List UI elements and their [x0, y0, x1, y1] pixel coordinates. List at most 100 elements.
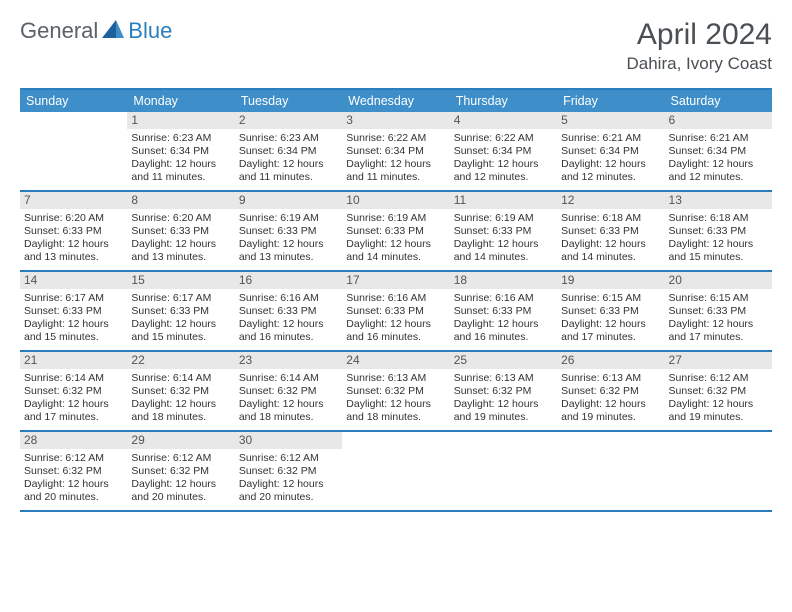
- day-sun-info: Sunrise: 6:22 AM Sunset: 6:34 PM Dayligh…: [454, 132, 553, 185]
- day-number: 19: [557, 272, 664, 289]
- day-cell: 27 Sunrise: 6:12 AM Sunset: 6:32 PM Dayli…: [665, 352, 772, 430]
- day-cell: 5 Sunrise: 6:21 AM Sunset: 6:34 PM Daylig…: [557, 112, 664, 190]
- day-sun-info: Sunrise: 6:20 AM Sunset: 6:33 PM Dayligh…: [24, 212, 123, 265]
- weekday-header: Saturday: [665, 90, 772, 112]
- day-number: 5: [557, 112, 664, 129]
- day-sun-info: Sunrise: 6:18 AM Sunset: 6:33 PM Dayligh…: [561, 212, 660, 265]
- day-sun-info: Sunrise: 6:22 AM Sunset: 6:34 PM Dayligh…: [346, 132, 445, 185]
- day-number: 27: [665, 352, 772, 369]
- day-sun-info: Sunrise: 6:14 AM Sunset: 6:32 PM Dayligh…: [131, 372, 230, 425]
- day-sun-info: Sunrise: 6:12 AM Sunset: 6:32 PM Dayligh…: [239, 452, 338, 505]
- day-cell: 15 Sunrise: 6:17 AM Sunset: 6:33 PM Dayli…: [127, 272, 234, 350]
- weekday-header: Monday: [127, 90, 234, 112]
- day-cell: 17Sunrise: 6:16 AM Sunset: 6:33 PM Dayli…: [342, 272, 449, 350]
- weekday-header: Thursday: [450, 90, 557, 112]
- day-cell: 3 Sunrise: 6:22 AM Sunset: 6:34 PM Daylig…: [342, 112, 449, 190]
- day-number: 24: [342, 352, 449, 369]
- day-cell: [450, 432, 557, 510]
- day-number: 12: [557, 192, 664, 209]
- day-number: 8: [127, 192, 234, 209]
- day-sun-info: Sunrise: 6:17 AM Sunset: 6:33 PM Dayligh…: [131, 292, 230, 345]
- day-cell: 23 Sunrise: 6:14 AM Sunset: 6:32 PM Dayli…: [235, 352, 342, 430]
- day-sun-info: Sunrise: 6:18 AM Sunset: 6:33 PM Dayligh…: [669, 212, 768, 265]
- logo-text-blue: Blue: [128, 18, 172, 44]
- day-sun-info: Sunrise: 6:13 AM Sunset: 6:32 PM Dayligh…: [561, 372, 660, 425]
- day-cell: 25 Sunrise: 6:13 AM Sunset: 6:32 PM Dayli…: [450, 352, 557, 430]
- day-number: 17: [342, 272, 449, 289]
- day-cell: 16 Sunrise: 6:16 AM Sunset: 6:33 PM Dayli…: [235, 272, 342, 350]
- day-cell: 2 Sunrise: 6:23 AM Sunset: 6:34 PM Daylig…: [235, 112, 342, 190]
- day-sun-info: Sunrise: 6:13 AM Sunset: 6:32 PM Dayligh…: [454, 372, 553, 425]
- title-block: April 2024 Dahira, Ivory Coast: [627, 18, 773, 74]
- header: General Blue April 2024 Dahira, Ivory Co…: [20, 18, 772, 74]
- weekday-header-row: SundayMondayTuesdayWednesdayThursdayFrid…: [20, 90, 772, 112]
- logo: General Blue: [20, 18, 172, 44]
- day-number: 25: [450, 352, 557, 369]
- day-number: 22: [127, 352, 234, 369]
- day-sun-info: Sunrise: 6:19 AM Sunset: 6:33 PM Dayligh…: [239, 212, 338, 265]
- day-sun-info: Sunrise: 6:19 AM Sunset: 6:33 PM Dayligh…: [454, 212, 553, 265]
- day-number: 26: [557, 352, 664, 369]
- day-number: 2: [235, 112, 342, 129]
- day-sun-info: Sunrise: 6:14 AM Sunset: 6:32 PM Dayligh…: [239, 372, 338, 425]
- month-title: April 2024: [627, 18, 773, 52]
- day-sun-info: Sunrise: 6:20 AM Sunset: 6:33 PM Dayligh…: [131, 212, 230, 265]
- day-cell: 28 Sunrise: 6:12 AM Sunset: 6:32 PM Dayli…: [20, 432, 127, 510]
- day-cell: 4 Sunrise: 6:22 AM Sunset: 6:34 PM Daylig…: [450, 112, 557, 190]
- day-cell: 14Sunrise: 6:17 AM Sunset: 6:33 PM Dayli…: [20, 272, 127, 350]
- day-sun-info: Sunrise: 6:12 AM Sunset: 6:32 PM Dayligh…: [24, 452, 123, 505]
- day-number: 15: [127, 272, 234, 289]
- day-cell: [557, 432, 664, 510]
- day-cell: 24 Sunrise: 6:13 AM Sunset: 6:32 PM Dayli…: [342, 352, 449, 430]
- week-row: 28Sunrise: 6:12 AM Sunset: 6:32 PM Dayli…: [20, 432, 772, 512]
- day-number: 4: [450, 112, 557, 129]
- day-number: 20: [665, 272, 772, 289]
- day-number: 10: [342, 192, 449, 209]
- day-number: 18: [450, 272, 557, 289]
- day-number: 13: [665, 192, 772, 209]
- calendar: SundayMondayTuesdayWednesdayThursdayFrid…: [20, 88, 772, 512]
- week-row: 14Sunrise: 6:17 AM Sunset: 6:33 PM Dayli…: [20, 272, 772, 352]
- weekday-header: Wednesday: [342, 90, 449, 112]
- day-sun-info: Sunrise: 6:15 AM Sunset: 6:33 PM Dayligh…: [561, 292, 660, 345]
- day-cell: [20, 112, 127, 190]
- day-cell: 11Sunrise: 6:19 AM Sunset: 6:33 PM Dayli…: [450, 192, 557, 270]
- day-cell: 13 Sunrise: 6:18 AM Sunset: 6:33 PM Dayli…: [665, 192, 772, 270]
- weekday-header: Friday: [557, 90, 664, 112]
- day-cell: 21 Sunrise: 6:14 AM Sunset: 6:32 PM Dayli…: [20, 352, 127, 430]
- day-sun-info: Sunrise: 6:16 AM Sunset: 6:33 PM Dayligh…: [239, 292, 338, 345]
- day-sun-info: Sunrise: 6:21 AM Sunset: 6:34 PM Dayligh…: [669, 132, 768, 185]
- week-row: 7Sunrise: 6:20 AM Sunset: 6:33 PM Daylig…: [20, 192, 772, 272]
- day-sun-info: Sunrise: 6:19 AM Sunset: 6:33 PM Dayligh…: [346, 212, 445, 265]
- day-cell: 1Sunrise: 6:23 AM Sunset: 6:34 PM Daylig…: [127, 112, 234, 190]
- day-cell: 20Sunrise: 6:15 AM Sunset: 6:33 PM Dayli…: [665, 272, 772, 350]
- day-sun-info: Sunrise: 6:23 AM Sunset: 6:34 PM Dayligh…: [239, 132, 338, 185]
- day-cell: 10 Sunrise: 6:19 AM Sunset: 6:33 PM Dayli…: [342, 192, 449, 270]
- day-cell: [342, 432, 449, 510]
- day-number: 29: [127, 432, 234, 449]
- day-number: 16: [235, 272, 342, 289]
- day-sun-info: Sunrise: 6:12 AM Sunset: 6:32 PM Dayligh…: [131, 452, 230, 505]
- day-cell: 26 Sunrise: 6:13 AM Sunset: 6:32 PM Dayli…: [557, 352, 664, 430]
- day-cell: [665, 432, 772, 510]
- day-cell: 9Sunrise: 6:19 AM Sunset: 6:33 PM Daylig…: [235, 192, 342, 270]
- weekday-header: Tuesday: [235, 90, 342, 112]
- day-number: 21: [20, 352, 127, 369]
- day-number: 3: [342, 112, 449, 129]
- weekday-header: Sunday: [20, 90, 127, 112]
- day-number: 23: [235, 352, 342, 369]
- day-cell: 8 Sunrise: 6:20 AM Sunset: 6:33 PM Daylig…: [127, 192, 234, 270]
- logo-triangle-icon: [102, 18, 124, 44]
- day-number: 7: [20, 192, 127, 209]
- day-number: 14: [20, 272, 127, 289]
- day-sun-info: Sunrise: 6:13 AM Sunset: 6:32 PM Dayligh…: [346, 372, 445, 425]
- week-row: 21Sunrise: 6:14 AM Sunset: 6:32 PM Dayli…: [20, 352, 772, 432]
- day-number: 28: [20, 432, 127, 449]
- day-number: 30: [235, 432, 342, 449]
- logo-text-general: General: [20, 18, 98, 44]
- day-sun-info: Sunrise: 6:16 AM Sunset: 6:33 PM Dayligh…: [454, 292, 553, 345]
- day-sun-info: Sunrise: 6:12 AM Sunset: 6:32 PM Dayligh…: [669, 372, 768, 425]
- day-cell: 18 Sunrise: 6:16 AM Sunset: 6:33 PM Dayli…: [450, 272, 557, 350]
- day-sun-info: Sunrise: 6:14 AM Sunset: 6:32 PM Dayligh…: [24, 372, 123, 425]
- day-sun-info: Sunrise: 6:21 AM Sunset: 6:34 PM Dayligh…: [561, 132, 660, 185]
